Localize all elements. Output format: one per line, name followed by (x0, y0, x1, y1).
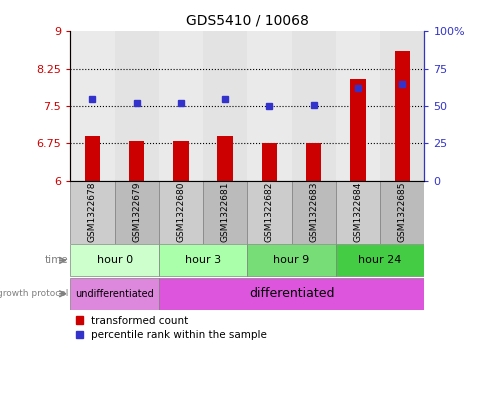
Bar (247, 31, 291, 181)
Bar (70, 31, 114, 181)
Text: GSM1322683: GSM1322683 (309, 182, 318, 242)
Text: GSM1322685: GSM1322685 (397, 182, 406, 242)
Legend: transformed count, percentile rank within the sample: transformed count, percentile rank withi… (76, 316, 267, 340)
Bar (158, 278, 424, 310)
Text: hour 3: hour 3 (185, 255, 221, 265)
Bar (261, 143, 277, 181)
Text: GSM1322678: GSM1322678 (88, 182, 97, 242)
Bar (70, 181, 114, 244)
Bar (335, 244, 424, 276)
Bar (335, 181, 379, 244)
Text: GSM1322680: GSM1322680 (176, 182, 185, 242)
Bar (158, 244, 247, 276)
Bar (349, 79, 365, 181)
Text: time: time (45, 255, 68, 265)
Text: hour 9: hour 9 (273, 255, 309, 265)
Bar (247, 244, 335, 276)
Bar (247, 181, 291, 244)
Bar (335, 31, 379, 181)
Text: GSM1322681: GSM1322681 (220, 182, 229, 242)
Text: hour 24: hour 24 (358, 255, 401, 265)
Text: undifferentiated: undifferentiated (75, 289, 153, 299)
Text: GSM1322684: GSM1322684 (353, 182, 362, 242)
Bar (114, 181, 158, 244)
Bar (158, 181, 203, 244)
Text: differentiated: differentiated (248, 287, 333, 300)
Bar (203, 31, 247, 181)
Bar (173, 141, 188, 181)
Bar (217, 136, 232, 181)
Bar (379, 181, 424, 244)
Title: GDS5410 / 10068: GDS5410 / 10068 (185, 13, 308, 28)
Bar (203, 181, 247, 244)
Bar (305, 143, 321, 181)
Bar (70, 278, 158, 310)
Bar (291, 31, 335, 181)
Bar (158, 31, 203, 181)
Text: growth protocol: growth protocol (0, 289, 68, 298)
Bar (129, 141, 144, 181)
Bar (114, 31, 158, 181)
Text: GSM1322679: GSM1322679 (132, 182, 141, 242)
Bar (379, 31, 424, 181)
Bar (70, 244, 158, 276)
Text: GSM1322682: GSM1322682 (264, 182, 273, 242)
Bar (291, 181, 335, 244)
Bar (85, 136, 100, 181)
Bar (393, 51, 409, 181)
Text: hour 0: hour 0 (96, 255, 132, 265)
